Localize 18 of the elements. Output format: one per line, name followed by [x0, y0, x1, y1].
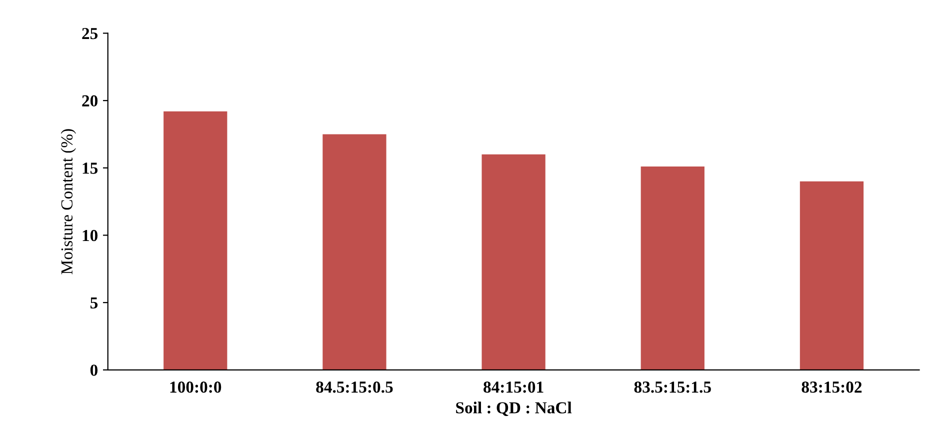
y-tick-label: 15 — [82, 162, 98, 174]
bar — [322, 134, 386, 370]
y-tick-label: 5 — [90, 297, 98, 309]
x-tick-label: 83.5:15:1.5 — [634, 382, 711, 393]
bar — [640, 166, 704, 370]
y-tick-label: 25 — [82, 28, 98, 40]
x-tick-label: 83:15:02 — [802, 382, 862, 393]
x-axis-title: Soil : QD : NaCl — [456, 402, 572, 416]
x-tick-label: 100:0:0 — [170, 382, 222, 393]
bar — [482, 154, 546, 370]
x-tick-label: 84.5:15:0.5 — [316, 382, 393, 393]
y-axis-title: Moisture Content (%) — [60, 129, 76, 274]
bar — [164, 111, 228, 370]
x-tick-label: 84:15:01 — [484, 382, 544, 393]
y-tick-label: 20 — [82, 95, 98, 107]
y-tick-label: 0 — [90, 364, 98, 376]
bar — [800, 181, 864, 370]
y-tick-label: 10 — [82, 230, 98, 242]
